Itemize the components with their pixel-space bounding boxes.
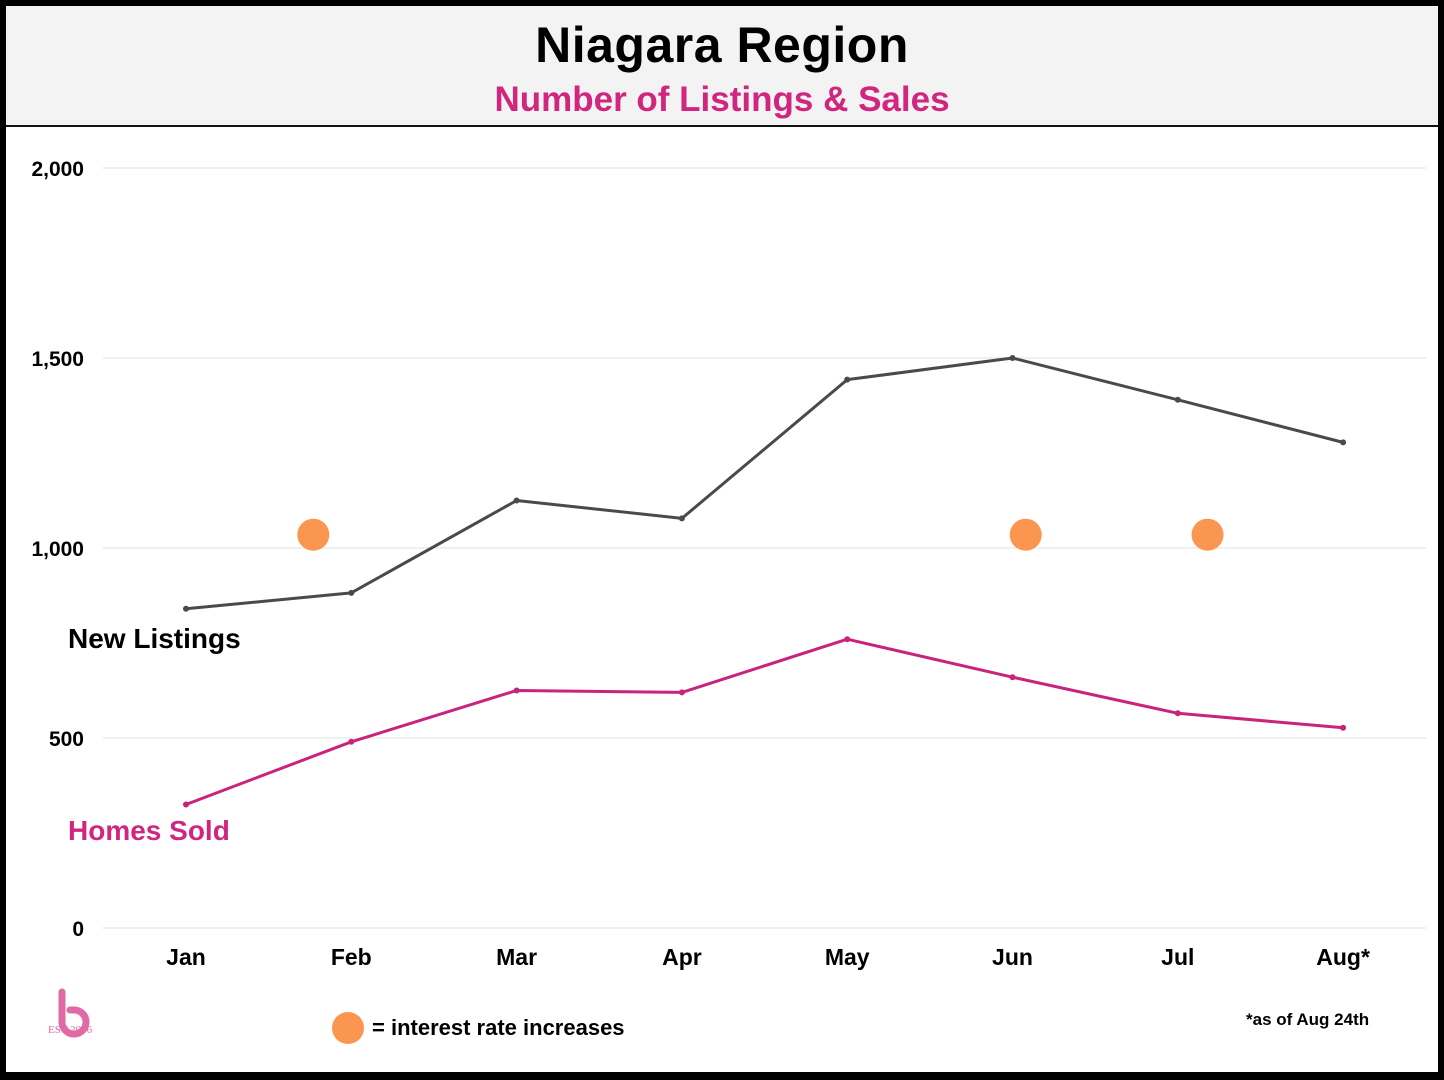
marker-legend: = interest rate increases [332, 1012, 625, 1044]
series-label-new-listings: New Listings [68, 623, 241, 654]
series-line-homes-sold [185, 637, 1344, 806]
footnote: *as of Aug 24th [1246, 1010, 1370, 1029]
gridlines [103, 167, 1426, 929]
data-point [1174, 710, 1181, 717]
rate-increase-markers [297, 518, 1224, 551]
y-tick-label: 0 [72, 918, 84, 941]
y-tick-label: 500 [49, 728, 84, 751]
data-point [1174, 396, 1181, 403]
interest-rate-marker [1191, 518, 1224, 551]
data-point [348, 738, 355, 745]
x-tick-label: Jun [992, 944, 1033, 970]
x-tick-label: Jul [1161, 944, 1194, 970]
y-tick-label: 1,500 [31, 348, 84, 371]
x-tick-label: Jan [166, 944, 206, 970]
orange-dot-icon [332, 1012, 364, 1044]
data-point [678, 689, 685, 696]
logo-est-text: EST 2006 [48, 1024, 93, 1036]
series-line-new-listings [185, 356, 1344, 611]
y-axis-ticks: 0 500 1,000 1,500 2,000 [31, 158, 84, 941]
chart-header: Niagara Region Number of Listings & Sale… [6, 6, 1438, 127]
y-tick-label: 2,000 [31, 158, 84, 181]
data-point [844, 376, 851, 383]
data-point [1340, 439, 1347, 446]
data-point [513, 497, 520, 504]
x-tick-label: Aug* [1316, 944, 1370, 970]
data-point [1009, 355, 1016, 361]
series-lines [183, 355, 1347, 808]
series-label-homes-sold: Homes Sold [68, 815, 230, 846]
x-tick-label: Mar [496, 944, 537, 970]
data-point [1340, 724, 1347, 731]
marker-legend-text: = interest rate increases [372, 1015, 625, 1040]
x-tick-label: May [825, 944, 870, 970]
x-tick-label: Feb [331, 944, 372, 970]
data-point [183, 605, 189, 612]
interest-rate-marker [1009, 518, 1042, 551]
data-point [678, 515, 685, 522]
interest-rate-marker [297, 518, 330, 551]
x-tick-label: Apr [662, 944, 702, 970]
data-point [1009, 674, 1016, 681]
data-point [183, 801, 189, 808]
y-tick-label: 1,000 [31, 538, 84, 561]
x-axis-ticks: Jan Feb Mar Apr May Jun Jul Aug* [166, 944, 1370, 970]
data-point [513, 687, 520, 694]
b-brand-logo-icon [58, 988, 90, 1038]
chart-subtitle: Number of Listings & Sales [494, 80, 950, 119]
chart-title: Niagara Region [535, 17, 909, 73]
data-point [348, 589, 355, 596]
data-point [844, 636, 851, 643]
